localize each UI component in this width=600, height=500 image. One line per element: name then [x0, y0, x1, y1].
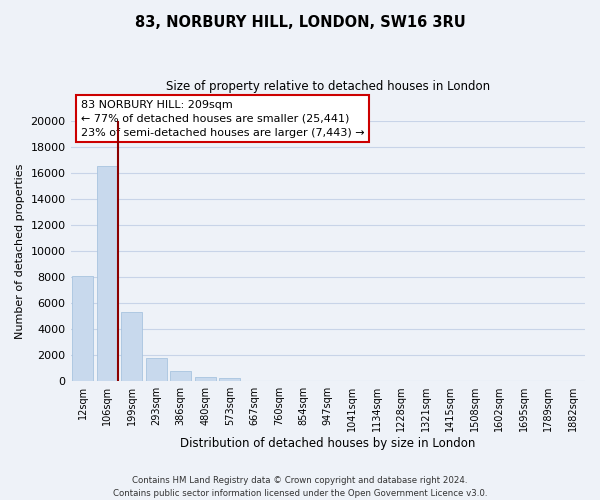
Bar — [195, 377, 215, 381]
Text: Contains HM Land Registry data © Crown copyright and database right 2024.
Contai: Contains HM Land Registry data © Crown c… — [113, 476, 487, 498]
Y-axis label: Number of detached properties: Number of detached properties — [15, 163, 25, 338]
Bar — [220, 378, 240, 381]
Text: 83, NORBURY HILL, LONDON, SW16 3RU: 83, NORBURY HILL, LONDON, SW16 3RU — [134, 15, 466, 30]
Bar — [121, 312, 142, 381]
Bar — [146, 358, 167, 381]
Bar — [170, 370, 191, 381]
Text: 83 NORBURY HILL: 209sqm
← 77% of detached houses are smaller (25,441)
23% of sem: 83 NORBURY HILL: 209sqm ← 77% of detache… — [81, 100, 364, 138]
Title: Size of property relative to detached houses in London: Size of property relative to detached ho… — [166, 80, 490, 93]
Bar — [97, 166, 118, 381]
Bar — [73, 276, 93, 381]
X-axis label: Distribution of detached houses by size in London: Distribution of detached houses by size … — [180, 437, 475, 450]
